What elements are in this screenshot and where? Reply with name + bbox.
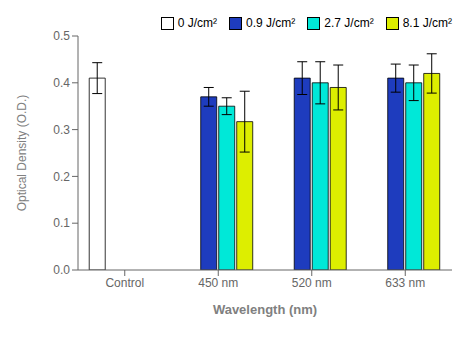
- svg-text:450 nm: 450 nm: [198, 276, 238, 290]
- svg-text:633 nm: 633 nm: [385, 276, 425, 290]
- svg-text:Wavelength (nm): Wavelength (nm): [213, 302, 317, 317]
- svg-text:0.2: 0.2: [53, 170, 70, 184]
- html-text:2.7 J/cm²: 2.7 J/cm²: [324, 16, 374, 30]
- svg-text:0.5: 0.5: [53, 29, 70, 43]
- html-text:8.1 J/cm²: 8.1 J/cm²: [402, 16, 452, 30]
- svg-text:0.4: 0.4: [53, 76, 70, 90]
- svg-text:520 nm: 520 nm: [292, 276, 332, 290]
- html-text:0.9 J/cm²: 0.9 J/cm²: [246, 16, 296, 30]
- html-text:0 J/cm²: 0 J/cm²: [177, 16, 217, 30]
- svg-text:0.0: 0.0: [53, 263, 70, 277]
- svg-text:0.1: 0.1: [53, 216, 70, 230]
- svg-text:0.3: 0.3: [53, 123, 70, 137]
- svg-text:Optical Density (O.D.): Optical Density (O.D.): [15, 95, 29, 212]
- svg-text:Control: Control: [105, 276, 144, 290]
